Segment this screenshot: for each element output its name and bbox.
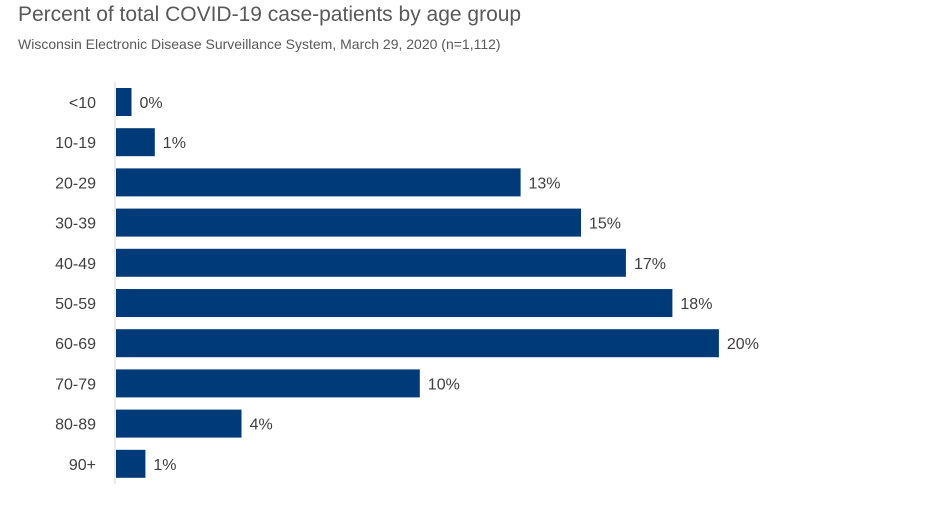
bar-70-79 (116, 369, 420, 398)
chart-title: Percent of total COVID-19 case-patients … (18, 3, 522, 26)
category-label: 90+ (69, 457, 96, 474)
category-label: 30-39 (55, 216, 96, 233)
data-label: 13% (529, 175, 561, 192)
category-label: 20-29 (55, 175, 96, 192)
data-label: 10% (428, 376, 460, 393)
category-label: 60-69 (55, 336, 96, 353)
category-label: 70-79 (55, 376, 96, 393)
data-label: 1% (163, 135, 186, 152)
chart-subtitle: Wisconsin Electronic Disease Surveillanc… (18, 36, 501, 52)
data-label: 17% (634, 256, 666, 273)
bar-30-39 (116, 208, 581, 237)
data-label: 4% (250, 417, 273, 434)
bar-10-19 (116, 128, 155, 157)
data-label: 20% (727, 336, 759, 353)
bar-50-59 (116, 289, 673, 317)
category-label: 10-19 (55, 135, 96, 152)
bar-40-49 (116, 248, 626, 277)
category-label: 40-49 (55, 256, 96, 273)
data-label: 1% (153, 457, 176, 474)
bar-80-89 (116, 409, 242, 438)
data-label: 15% (589, 216, 621, 233)
category-label: 80-89 (55, 417, 96, 434)
category-label: 50-59 (55, 296, 96, 313)
bar-<10 (116, 88, 132, 116)
data-label: 0% (140, 95, 163, 112)
category-label: <10 (69, 95, 96, 112)
bar-60-69 (116, 329, 719, 358)
data-label: 18% (680, 296, 712, 313)
bar-20-29 (116, 168, 521, 197)
bar-90+ (116, 449, 146, 478)
